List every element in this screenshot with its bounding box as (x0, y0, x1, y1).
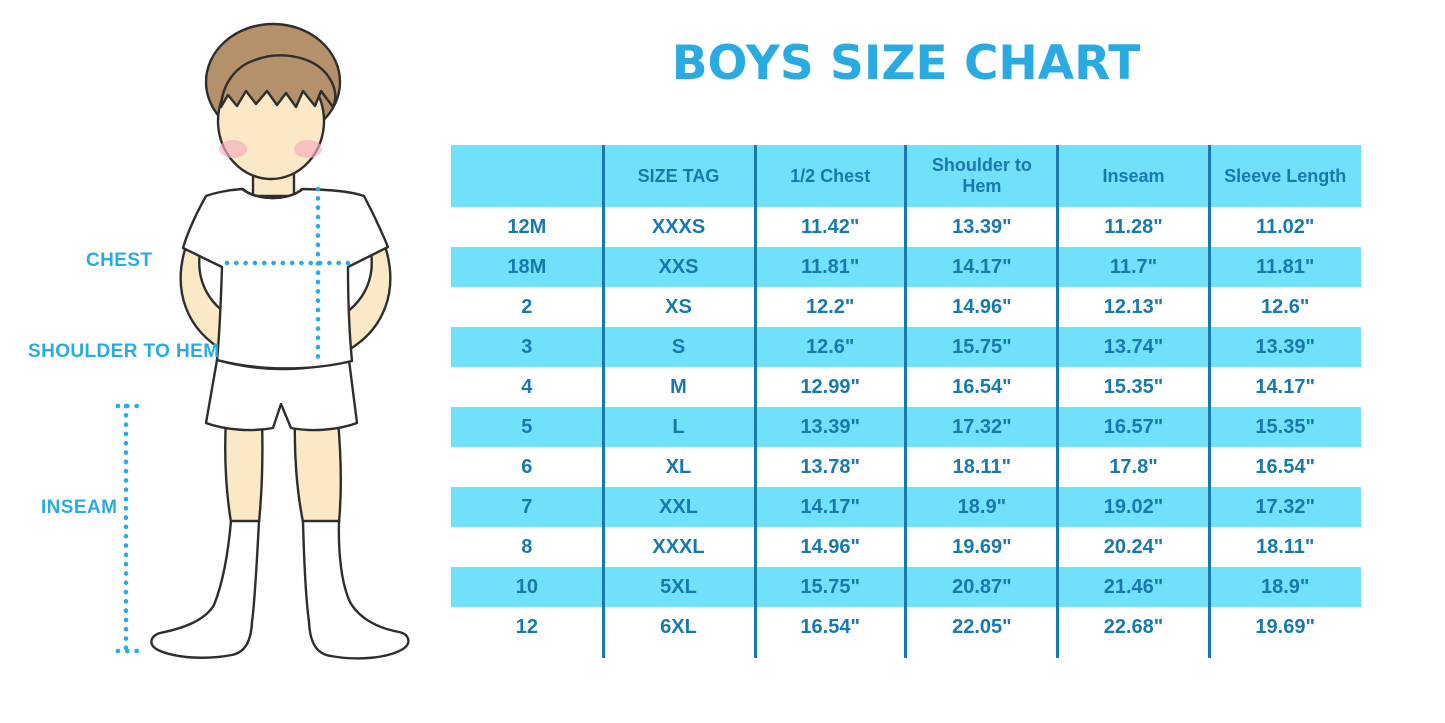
header-cell-half-chest: 1/2 Chest (790, 165, 871, 186)
left-blush (219, 140, 247, 158)
cell-inseam: 22.68" (1103, 615, 1164, 638)
cell-size: 2 (521, 295, 533, 318)
cell-half-chest: 12.6" (805, 335, 855, 358)
t-shirt (181, 187, 390, 370)
column-divider (1056, 145, 1059, 658)
cell-size-tag: XL (665, 455, 692, 478)
cell-inseam: 17.8" (1109, 455, 1158, 478)
cell-half-chest: 12.2" (805, 295, 855, 318)
cell-shoulder-hem: 16.54" (952, 375, 1012, 398)
cell-size-tag: L (672, 415, 685, 438)
cell-size: 6 (521, 455, 533, 478)
cell-shoulder-hem: 18.9" (957, 495, 1007, 518)
cell-shoulder-hem: 20.87" (952, 575, 1012, 598)
cell-inseam: 16.57" (1103, 415, 1164, 438)
cell-size-tag: 5XL (660, 575, 697, 598)
cell-half-chest: 11.42" (800, 215, 860, 238)
cell-size: 10 (515, 575, 538, 598)
cell-size-tag: XS (665, 295, 692, 318)
hair-fringe (219, 54, 337, 109)
cell-inseam: 19.02" (1103, 495, 1164, 518)
cell-sleeve-length: 11.02" (1255, 215, 1315, 238)
cell-size-tag: XXXS (651, 215, 706, 238)
cell-shoulder-hem: 15.75" (952, 335, 1012, 358)
cell-size: 18M (507, 255, 547, 278)
cell-size: 4 (521, 375, 533, 398)
cell-size: 12 (515, 615, 538, 638)
cell-shoulder-hem: 14.17" (952, 255, 1012, 278)
cell-size-tag: 6XL (660, 615, 697, 638)
cell-size-tag: XXL (659, 495, 698, 518)
shoulder-to-hem-label: SHOULDER TO HEM (28, 341, 220, 362)
cell-sleeve-length: 15.35" (1255, 415, 1315, 438)
header-cell-sleeve-length: Sleeve Length (1224, 165, 1347, 186)
cell-inseam: 20.24" (1103, 535, 1164, 558)
cell-shoulder-hem: 13.39" (952, 215, 1012, 238)
collar-line (241, 187, 304, 200)
right-sock (301, 519, 410, 660)
cell-shoulder-hem: 19.69" (952, 535, 1012, 558)
cell-size-tag: XXXL (652, 535, 705, 558)
cell-sleeve-length: 14.17" (1255, 375, 1315, 398)
inseam-label: INSEAM (41, 497, 118, 518)
cell-sleeve-length: 12.6" (1260, 295, 1310, 318)
cell-size: 3 (521, 335, 533, 358)
cell-half-chest: 15.75" (800, 575, 860, 598)
column-divider (754, 145, 757, 658)
size-table: SIZE TAG 1/2 Chest Shoulder to Hem Insea… (451, 145, 1361, 658)
cell-inseam: 11.7" (1109, 255, 1158, 278)
cell-size: 12M (507, 215, 547, 238)
cell-inseam: 11.28" (1104, 215, 1163, 238)
column-divider (1208, 145, 1211, 658)
cell-shoulder-hem: 14.96" (952, 295, 1012, 318)
cell-size-tag: XXS (658, 255, 699, 278)
header-cell-size (451, 145, 603, 207)
cell-half-chest: 16.54" (800, 615, 860, 638)
cell-sleeve-length: 18.9" (1260, 575, 1310, 598)
shorts (204, 358, 359, 432)
header-cell-inseam: Inseam (1102, 165, 1165, 186)
cell-sleeve-length: 16.54" (1255, 455, 1315, 478)
cell-shoulder-hem: 17.32" (952, 415, 1012, 438)
cell-inseam: 12.13" (1103, 295, 1164, 318)
column-divider (602, 145, 605, 658)
cell-sleeve-length: 11.81" (1255, 255, 1315, 278)
left-sock (150, 519, 261, 659)
right-leg (293, 418, 342, 524)
cell-size: 8 (521, 535, 533, 558)
cell-size-tag: M (670, 375, 687, 398)
cell-half-chest: 12.99" (800, 375, 860, 398)
cell-shoulder-hem: 22.05" (952, 615, 1012, 638)
boy-illustration (115, 22, 410, 660)
cell-half-chest: 14.96" (800, 535, 860, 558)
cell-size: 7 (521, 495, 533, 518)
chest-label: CHEST (86, 250, 153, 271)
cell-size-tag: S (671, 335, 686, 358)
cell-half-chest: 11.81" (800, 255, 860, 278)
cell-inseam: 21.46" (1103, 575, 1164, 598)
cell-half-chest: 14.17" (800, 495, 860, 518)
cell-size: 5 (521, 415, 533, 438)
header-cell-size-tag: SIZE TAG (637, 165, 720, 186)
column-divider (904, 145, 907, 658)
cell-sleeve-length: 17.32" (1255, 495, 1315, 518)
cell-half-chest: 13.78" (800, 455, 860, 478)
cell-sleeve-length: 18.11" (1255, 535, 1315, 558)
cell-sleeve-length: 13.39" (1255, 335, 1315, 358)
page-title: BOYS SIZE CHART (671, 36, 1141, 91)
cell-sleeve-length: 19.69" (1255, 615, 1315, 638)
left-leg (224, 418, 264, 524)
cell-inseam: 15.35" (1103, 375, 1164, 398)
cell-shoulder-hem: 18.11" (952, 455, 1012, 478)
right-blush (294, 140, 322, 158)
cell-inseam: 13.74" (1103, 335, 1164, 358)
cell-half-chest: 13.39" (800, 415, 860, 438)
header-cell-shoulder-hem: Shoulder to Hem (931, 155, 1032, 196)
